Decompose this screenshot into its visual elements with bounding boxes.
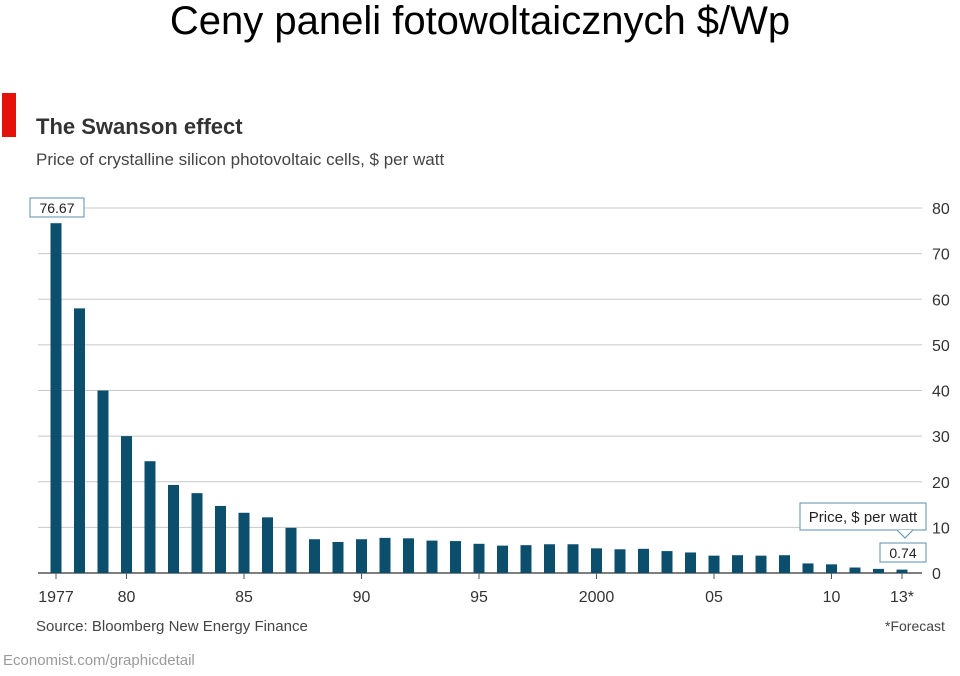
bar-1985 xyxy=(238,512,250,573)
callout-box xyxy=(799,502,927,531)
bar-2006 xyxy=(732,555,743,573)
y-tick-label: 10 xyxy=(932,520,950,537)
y-tick-label: 80 xyxy=(932,201,950,218)
chart-credit: Economist.com/graphicdetail xyxy=(3,652,195,669)
bar-1980 xyxy=(121,436,132,573)
x-tick-label: 1977 xyxy=(38,589,74,606)
first-value-box xyxy=(29,197,85,218)
y-tick-label: 50 xyxy=(932,338,950,355)
annotations: 76.67 Price, $ per watt 0.74 xyxy=(29,197,927,563)
bar-2000 xyxy=(591,548,602,573)
bar-2001 xyxy=(614,549,626,573)
slide-title: Ceny paneli fotowoltaicznych $/Wp xyxy=(169,0,791,43)
x-axis-ticks: 1977 80 85 90 95 2000 05 10 13* xyxy=(38,573,914,606)
callout-title: Price, $ per watt xyxy=(809,509,918,526)
bar-1993 xyxy=(426,540,438,573)
bar-2007 xyxy=(755,555,767,573)
bar-2012 xyxy=(873,568,884,573)
bar-1991 xyxy=(379,537,391,573)
y-tick-label: 30 xyxy=(932,429,950,446)
bar-2009 xyxy=(802,563,814,573)
bar-1987 xyxy=(285,527,297,573)
x-tick-label: 2000 xyxy=(579,589,615,606)
bar-1998 xyxy=(544,544,555,573)
bar-1999 xyxy=(567,544,579,573)
bar-1992 xyxy=(403,538,414,573)
x-tick-label: 10 xyxy=(823,589,841,606)
last-value-label: 0.74 xyxy=(889,545,916,561)
first-value-label: 76.67 xyxy=(39,200,74,216)
red-tab-marker xyxy=(2,93,16,137)
bar-2003 xyxy=(661,551,673,573)
chart-footnote: *Forecast xyxy=(885,618,945,634)
bar-1979 xyxy=(97,390,109,573)
bar-1988 xyxy=(309,539,320,573)
bar-1997 xyxy=(520,545,532,573)
y-tick-label: 0 xyxy=(932,566,941,583)
bar-2013 xyxy=(896,569,908,573)
bar-1995 xyxy=(473,543,485,573)
bar-2008 xyxy=(779,555,790,573)
last-value-box xyxy=(879,542,927,563)
bar-1996 xyxy=(497,545,508,573)
y-tick-label: 20 xyxy=(932,475,950,492)
bar-2010 xyxy=(826,564,837,573)
bar-1978 xyxy=(74,308,85,573)
x-tick-label: 13* xyxy=(890,589,914,606)
bar-1981 xyxy=(144,461,156,573)
bar-1982 xyxy=(168,484,179,573)
x-tick-label: 80 xyxy=(118,589,136,606)
x-tick-label: 90 xyxy=(353,589,371,606)
y-tick-label: 40 xyxy=(932,384,950,401)
bar-2011 xyxy=(849,567,861,573)
bars xyxy=(50,223,908,574)
chart-source: Source: Bloomberg New Energy Finance xyxy=(36,618,308,635)
bar-1984 xyxy=(215,505,226,573)
x-tick-label: 95 xyxy=(470,589,488,606)
x-tick-label: 85 xyxy=(235,589,253,606)
bar-2002 xyxy=(638,548,649,573)
bar-1989 xyxy=(332,541,344,573)
y-tick-label: 60 xyxy=(932,292,950,309)
y-axis-ticks: 0 10 20 30 40 50 60 70 80 xyxy=(932,201,950,583)
chart-subtitle: Price of crystalline silicon photovoltai… xyxy=(36,150,445,169)
bar-1994 xyxy=(450,541,461,573)
bar-1986 xyxy=(262,517,273,573)
callout-pointer xyxy=(896,529,914,539)
x-tick-label: 05 xyxy=(705,589,723,606)
bar-1977 xyxy=(50,223,62,574)
bar-1990 xyxy=(356,539,367,573)
gridlines xyxy=(38,207,922,574)
bar-2005 xyxy=(708,555,720,573)
bar-2004 xyxy=(685,552,696,573)
chart-title: The Swanson effect xyxy=(36,114,243,139)
y-tick-label: 70 xyxy=(932,247,950,264)
bar-1983 xyxy=(191,493,203,573)
